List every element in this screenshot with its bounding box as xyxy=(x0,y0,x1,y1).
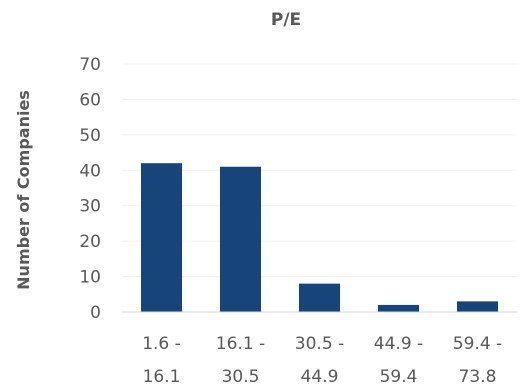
y-tick-label: 60 xyxy=(79,90,101,110)
x-tick-label: 44.9 xyxy=(301,367,339,387)
x-tick-label: 30.5 xyxy=(222,367,260,387)
x-tick-labels: 1.6 - 16.1 16.1 - 30.5 30.5 - 44.9 44.9 - 59.4 5… xyxy=(142,334,502,387)
bar xyxy=(140,163,183,312)
y-tick-label: 40 xyxy=(79,161,101,181)
y-axis-label: Number of Companies xyxy=(14,90,33,290)
bar xyxy=(456,301,499,312)
x-tick-label: 1.6 - xyxy=(142,334,181,354)
y-tick-label: 10 xyxy=(79,268,101,288)
x-tick-label: 16.1 xyxy=(143,367,181,387)
x-tick-label: 73.8 xyxy=(459,367,497,387)
y-tick-labels: 0 10 20 30 40 50 60 70 xyxy=(79,55,101,323)
x-tick-label: 30.5 - xyxy=(295,334,344,354)
bar xyxy=(377,304,420,312)
bar xyxy=(219,166,262,312)
x-tick-label: 59.4 - xyxy=(453,334,502,354)
y-tick-label: 30 xyxy=(79,197,101,217)
chart-title: P/E xyxy=(271,10,301,30)
y-tick-label: 70 xyxy=(79,55,101,75)
y-tick-label: 20 xyxy=(79,232,101,252)
bars xyxy=(140,163,499,312)
bar xyxy=(298,283,341,312)
y-tick-label: 50 xyxy=(79,126,101,146)
gridlines xyxy=(122,63,517,278)
y-tick-label: 0 xyxy=(90,303,101,323)
x-tick-label: 16.1 - xyxy=(216,334,265,354)
x-tick-label: 44.9 - xyxy=(374,334,423,354)
x-tick-label: 59.4 xyxy=(380,367,418,387)
